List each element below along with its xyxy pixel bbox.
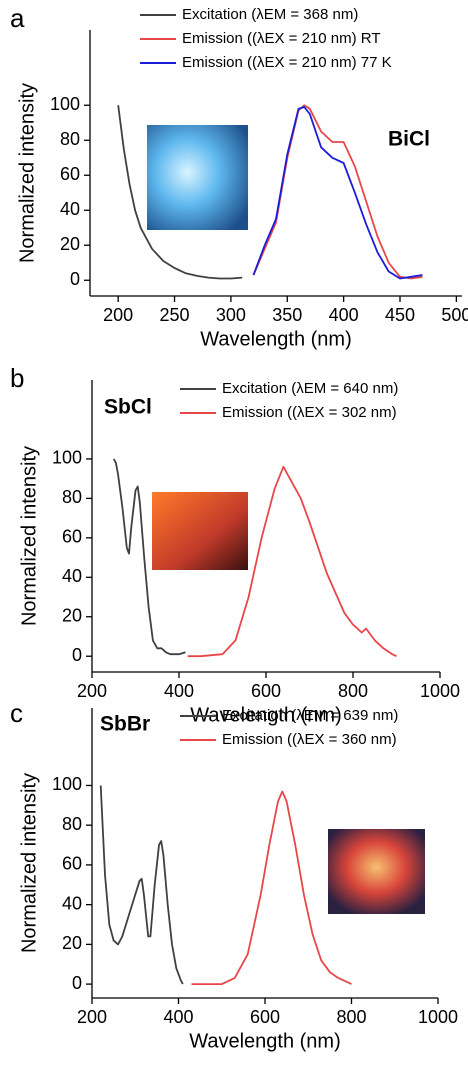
y-tick-label: 80 [62,487,82,507]
line-series [113,458,186,656]
x-tick-label: 400 [329,305,359,325]
y-axis-label: Normalized intensity [18,773,40,953]
y-tick-label: 40 [62,566,82,586]
y-tick-label: 60 [60,164,80,184]
line-series [191,790,352,985]
annotation: BiCl [388,128,430,151]
x-tick-label: 800 [336,1007,366,1027]
x-tick-label: 250 [160,305,190,325]
y-tick-label: 60 [62,854,82,874]
legend-label: Excitation (λEM = 640 nm) [222,380,398,397]
x-tick-label: 350 [272,305,302,325]
x-tick-label: 1000 [420,681,460,701]
panel-label: b [10,363,24,393]
y-axis-label: Normalized intensity [18,446,40,626]
y-axis-label: Normalized intensity [16,83,38,263]
legend-label: Emission ((λEX = 210 nm) 77 K [182,54,392,71]
y-tick-label: 20 [62,933,82,953]
panel-label: a [10,3,25,33]
y-tick-label: 0 [70,269,80,289]
y-tick-label: 40 [62,893,82,913]
y-tick-label: 100 [52,448,82,468]
x-tick-label: 400 [163,1007,193,1027]
panel-label: c [10,698,23,728]
x-tick-label: 600 [250,1007,280,1027]
y-tick-label: 0 [72,973,82,993]
photo [152,492,248,570]
annotation: SbBr [100,713,150,736]
y-tick-label: 0 [72,645,82,665]
line-series [117,105,243,280]
x-tick-label: 500 [441,305,468,325]
x-tick-label: 1000 [418,1007,458,1027]
legend-label: Emission ((λEX = 360 nm) [222,731,397,748]
x-tick-label: 800 [338,681,368,701]
y-tick-label: 80 [62,814,82,834]
y-tick-label: 60 [62,527,82,547]
annotation: SbCl [104,396,152,419]
x-tick-label: 450 [385,305,415,325]
legend-label: Emission ((λEX = 302 nm) [222,404,397,421]
y-tick-label: 20 [60,234,80,254]
line-series [99,785,184,985]
x-axis-label: Wavelength (nm) [200,328,352,350]
y-tick-label: 80 [60,129,80,149]
legend-label: Excitation (λEM = 639 nm) [222,707,398,724]
x-tick-label: 300 [216,305,246,325]
photo [328,829,425,914]
line-series [252,106,423,280]
legend-label: Excitation (λEM = 368 nm) [182,6,358,23]
y-tick-label: 40 [60,199,80,219]
x-tick-label: 200 [103,305,133,325]
x-axis-label: Wavelength (nm) [189,1030,341,1052]
y-tick-label: 20 [62,606,82,626]
y-tick-label: 100 [52,774,82,794]
line-series [187,465,397,658]
x-axis-label: Wavelength (nm) [190,704,342,726]
x-tick-label: 600 [251,681,281,701]
legend-label: Emission ((λEX = 210 nm) RT [182,30,381,47]
x-tick-label: 400 [164,681,194,701]
x-tick-label: 200 [77,681,107,701]
photo [147,125,248,230]
y-tick-label: 100 [50,94,80,114]
x-tick-label: 200 [77,1007,107,1027]
